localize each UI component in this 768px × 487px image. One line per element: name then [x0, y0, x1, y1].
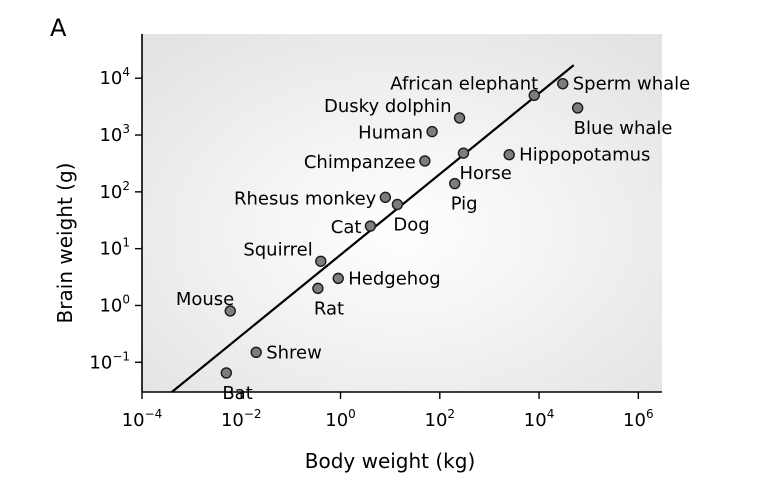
point-horse [457, 147, 470, 159]
point-bat [220, 367, 233, 379]
label-rat: Rat [314, 298, 344, 319]
x-tick-label: 10−2 [221, 407, 262, 431]
point-human [426, 125, 438, 138]
point-sperm-whale [557, 78, 569, 90]
x-tick-label: 102 [425, 407, 456, 431]
label-bat: Bat [222, 383, 252, 404]
panel-label: A [50, 14, 67, 42]
point-pig [449, 177, 461, 190]
y-axis-ticks: 10−1 100 101 102 103 104 [89, 65, 142, 373]
point-shrew [250, 346, 262, 358]
label-african-elephant: African elephant [390, 73, 538, 94]
plot-background [142, 34, 662, 392]
label-hedgehog: Hedgehog [348, 268, 440, 289]
point-dog [391, 198, 404, 211]
x-tick-label: 106 [623, 407, 654, 431]
label-hippopotamus: Hippopotamus [519, 145, 650, 166]
label-human: Human [358, 123, 423, 144]
label-mouse: Mouse [176, 289, 234, 310]
point-cat [364, 220, 377, 232]
x-tick-label: 10−4 [122, 407, 163, 431]
x-tick-label: 104 [524, 407, 555, 431]
point-african-elephant [528, 89, 540, 102]
y-axis-title: Brain weight (g) [53, 163, 77, 324]
point-rhesus-monkey [379, 191, 392, 204]
y-tick-label: 102 [99, 179, 130, 203]
label-cat: Cat [331, 217, 362, 238]
y-tick-label: 104 [99, 65, 130, 89]
point-mouse [224, 305, 236, 317]
point-dusky-dolphin [453, 112, 466, 124]
label-dog: Dog [393, 214, 429, 235]
label-sperm-whale: Sperm whale [573, 74, 691, 95]
label-blue-whale: Blue whale [574, 118, 673, 139]
point-hippopotamus [503, 149, 515, 161]
label-horse: Horse [459, 163, 511, 184]
point-rat [312, 282, 324, 295]
x-tick-label: 100 [325, 407, 356, 431]
label-pig: Pig [451, 194, 478, 215]
x-axis-title: Body weight (kg) [305, 449, 476, 473]
y-tick-label: 100 [99, 292, 130, 316]
label-rhesus-monkey: Rhesus monkey [234, 188, 377, 209]
label-squirrel: Squirrel [243, 239, 312, 260]
data-points [220, 78, 584, 379]
y-tick-label: 101 [99, 236, 130, 260]
point-chimpanzee [419, 155, 431, 167]
point-squirrel [315, 255, 327, 267]
label-dusky-dolphin: Dusky dolphin [324, 96, 452, 117]
point-labels: Sperm whale African elephant Blue whale Dus… [176, 73, 690, 404]
x-axis-ticks: 10−4 10−2 100 102 104 106 [122, 392, 654, 431]
y-tick-label: 10−1 [89, 349, 130, 373]
point-hedgehog [332, 272, 344, 285]
label-shrew: Shrew [266, 342, 322, 363]
label-chimpanzee: Chimpanzee [304, 152, 416, 173]
point-blue-whale [571, 102, 584, 114]
y-tick-label: 103 [99, 122, 130, 146]
